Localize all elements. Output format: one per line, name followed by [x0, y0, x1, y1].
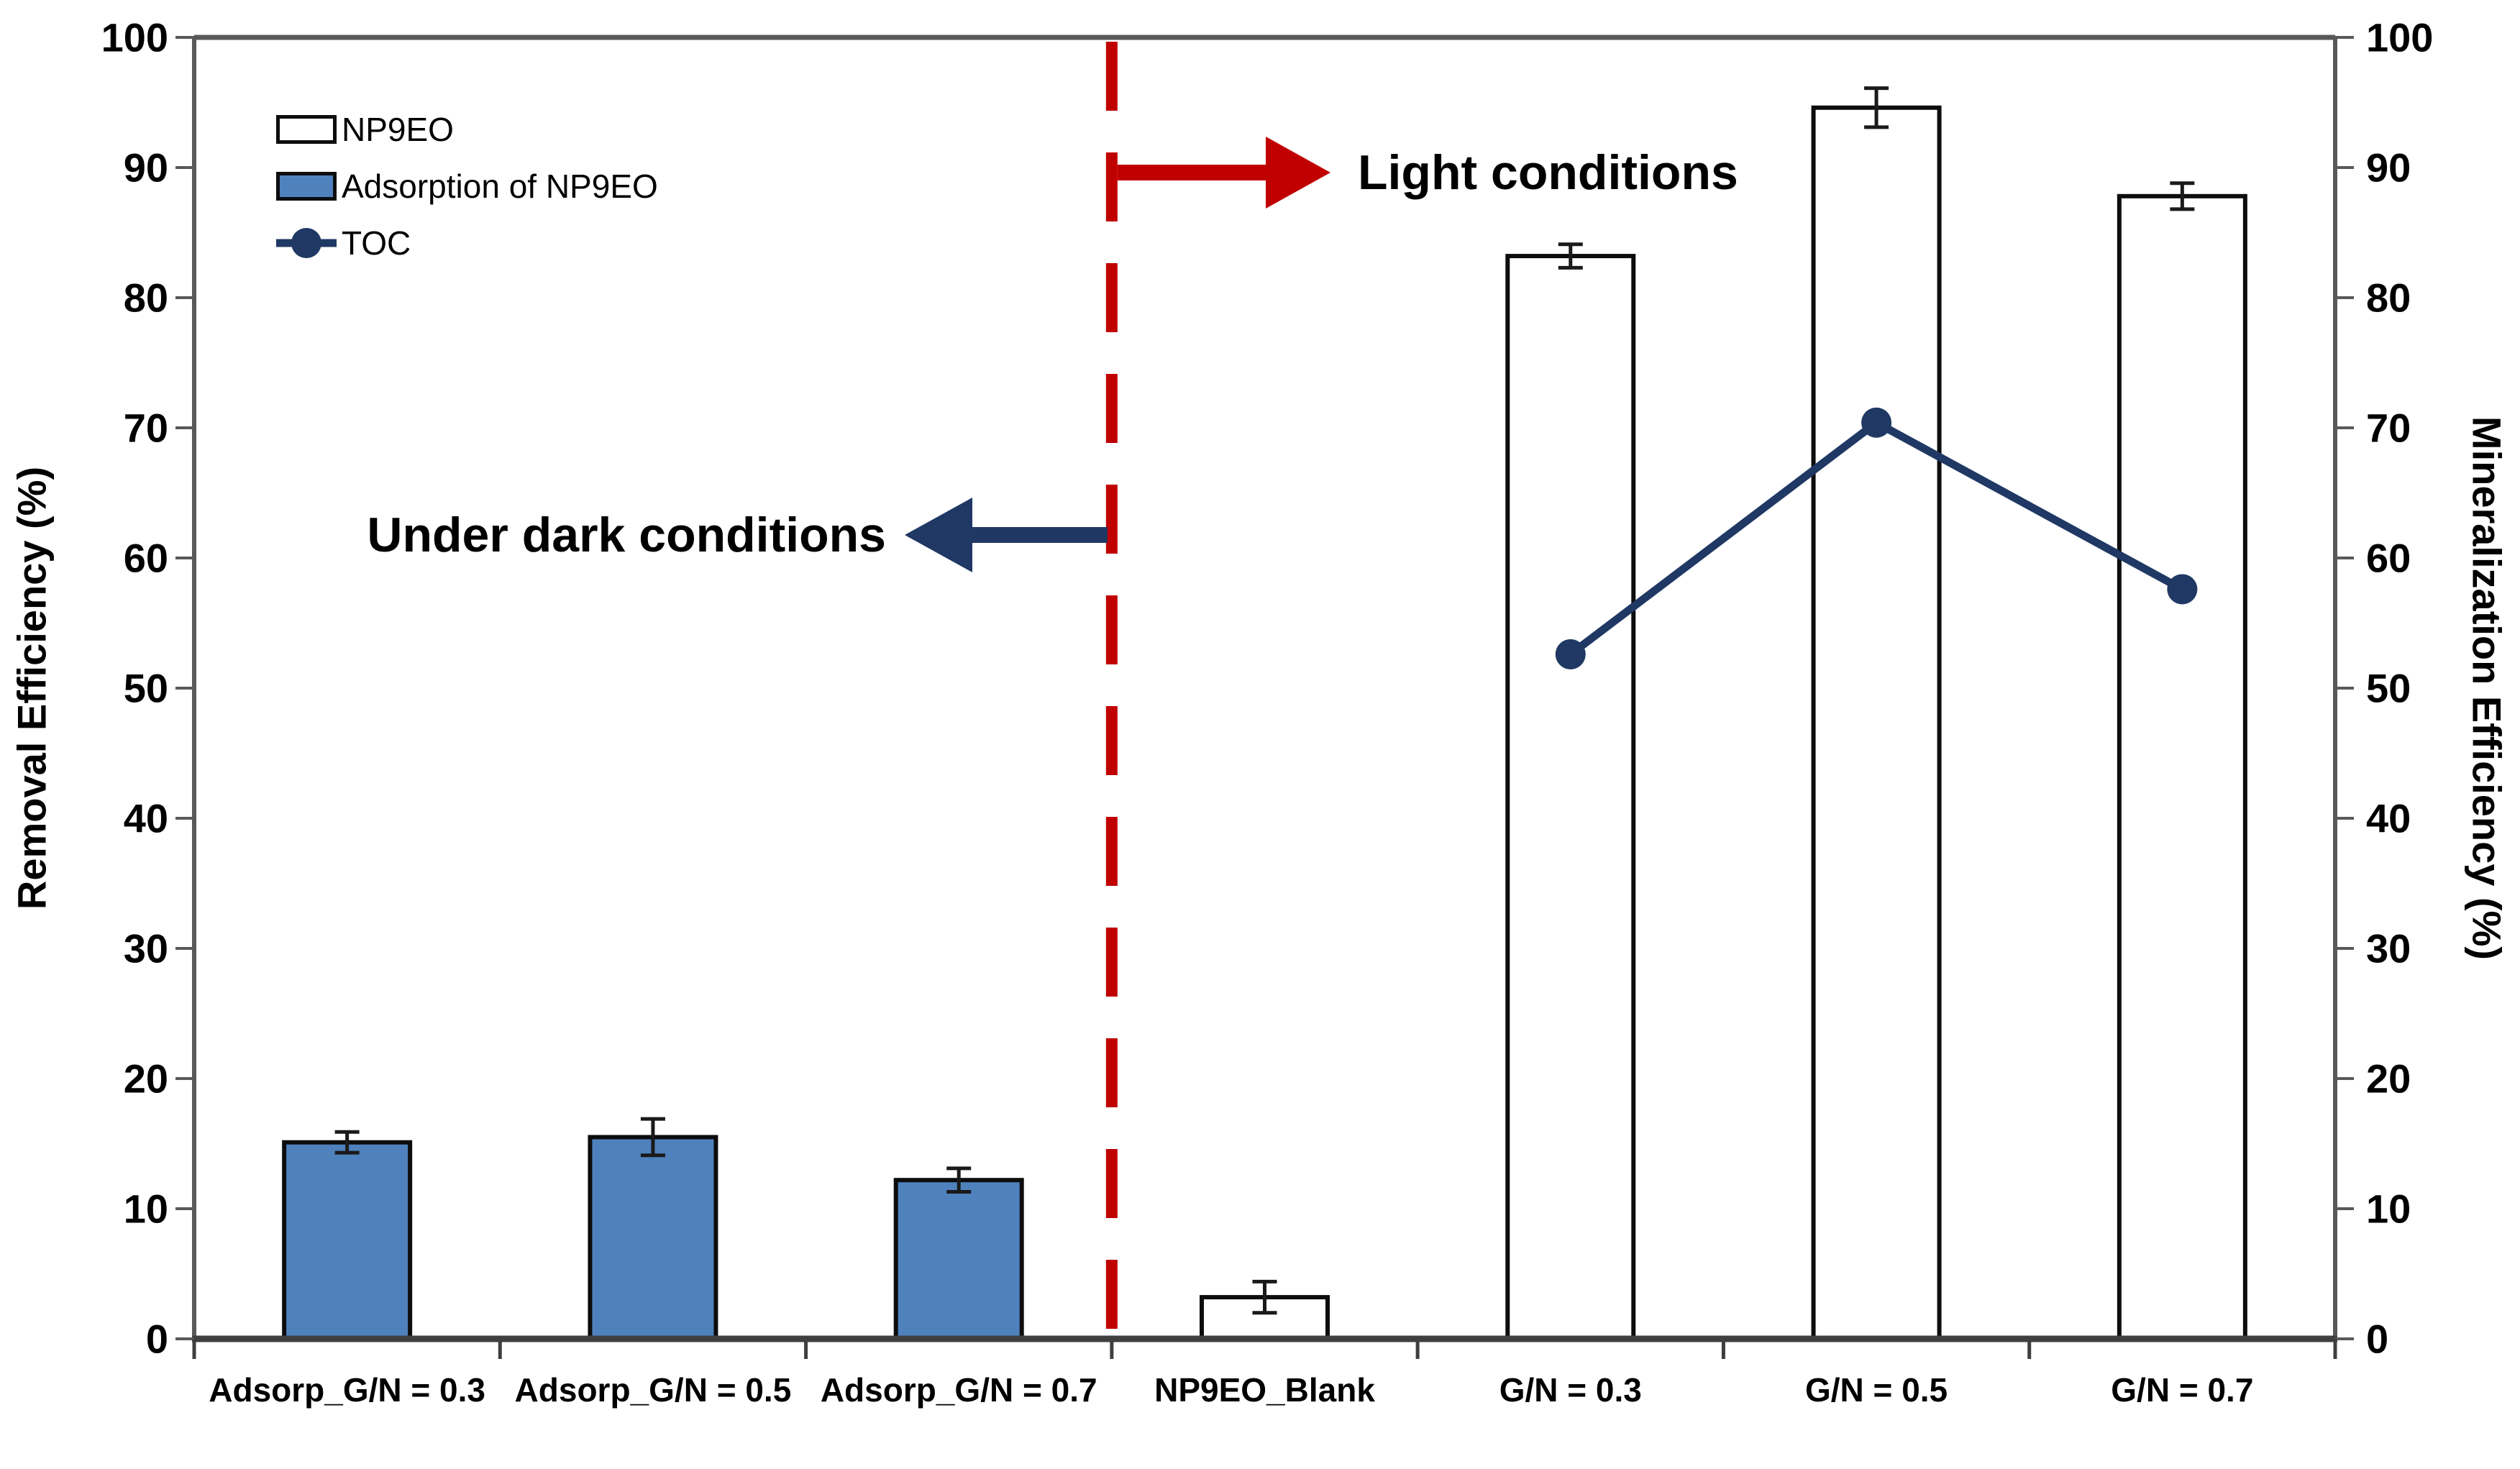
annotation-dark-conditions: Under dark conditions: [367, 508, 886, 562]
bar-G/N = 0.7: [2117, 193, 2247, 1342]
right-axis-tick-10: 10: [2366, 1186, 2411, 1232]
annotation-light-conditions: Light conditions: [1358, 145, 1738, 200]
left-axis-tick-90: 90: [123, 145, 168, 191]
left-axis-tick-70: 70: [123, 405, 168, 451]
legend-item-np9eo: NP9EO: [276, 101, 658, 157]
right-axis-tick-100: 100: [2366, 14, 2434, 60]
right-axis-tick-70: 70: [2366, 405, 2411, 451]
legend: NP9EO Adsorption of NP9EO TOC: [276, 101, 658, 271]
x-category-label-G/N = 0.3: G/N = 0.3: [1499, 1371, 1642, 1409]
bar-Adsorp_G/N = 0.7: [893, 1178, 1024, 1342]
right-axis-tick-80: 80: [2366, 275, 2411, 321]
x-category-label-NP9EO_Blank: NP9EO_Blank: [1154, 1371, 1375, 1409]
right-axis-tick-50: 50: [2366, 665, 2411, 711]
toc-line-marker-icon: [276, 227, 337, 258]
legend-item-adsorption: Adsorption of NP9EO: [276, 157, 658, 214]
toc-point-G/N = 0.5: [1861, 407, 1892, 438]
x-category-label-Adsorp_G/N = 0.7: Adsorp_G/N = 0.7: [820, 1371, 1097, 1409]
x-category-label-Adsorp_G/N = 0.5: Adsorp_G/N = 0.5: [514, 1371, 792, 1409]
toc-dot-icon: [291, 227, 321, 258]
right-axis-tick-20: 20: [2366, 1056, 2411, 1102]
toc-point-G/N = 0.3: [1555, 639, 1586, 669]
right-axis-tick-60: 60: [2366, 535, 2411, 581]
left-axis-tick-30: 30: [123, 925, 168, 971]
left-axis-tick-80: 80: [123, 275, 168, 321]
left-axis-tick-60: 60: [123, 535, 168, 581]
x-category-label-G/N = 0.5: G/N = 0.5: [1804, 1371, 1948, 1409]
left-axis-tick-10: 10: [123, 1186, 168, 1232]
right-axis-tick-40: 40: [2366, 795, 2411, 841]
left-axis-tick-20: 20: [123, 1056, 168, 1102]
light-right-arrow-icon: [1266, 137, 1330, 209]
left-axis-tick-100: 100: [101, 14, 168, 60]
left-axis-tick-0: 0: [145, 1316, 168, 1362]
right-axis-tick-0: 0: [2366, 1316, 2389, 1362]
legend-label-adsorption: Adsorption of NP9EO: [342, 167, 658, 205]
toc-point-G/N = 0.7: [2167, 574, 2198, 605]
legend-label-toc: TOC: [342, 224, 411, 262]
bar-G/N = 0.3: [1505, 254, 1636, 1342]
legend-item-toc: TOC: [276, 214, 658, 271]
bar-G/N = 0.5: [1811, 105, 1942, 1342]
legend-label-np9eo: NP9EO: [342, 110, 454, 148]
left-axis-tick-50: 50: [123, 665, 168, 711]
dark-left-arrow-icon: [905, 498, 972, 572]
bar-Adsorp_G/N = 0.3: [282, 1140, 413, 1341]
bar-Adsorp_G/N = 0.5: [588, 1135, 718, 1341]
adsorption-swatch-icon: [276, 171, 337, 201]
right-axis-tick-30: 30: [2366, 925, 2411, 971]
right-axis-tick-90: 90: [2366, 145, 2411, 191]
x-category-label-Adsorp_G/N = 0.3: Adsorp_G/N = 0.3: [209, 1371, 486, 1409]
np9eo-swatch-icon: [276, 114, 337, 144]
x-category-label-G/N = 0.7: G/N = 0.7: [2111, 1371, 2254, 1409]
left-axis-tick-40: 40: [123, 795, 168, 841]
